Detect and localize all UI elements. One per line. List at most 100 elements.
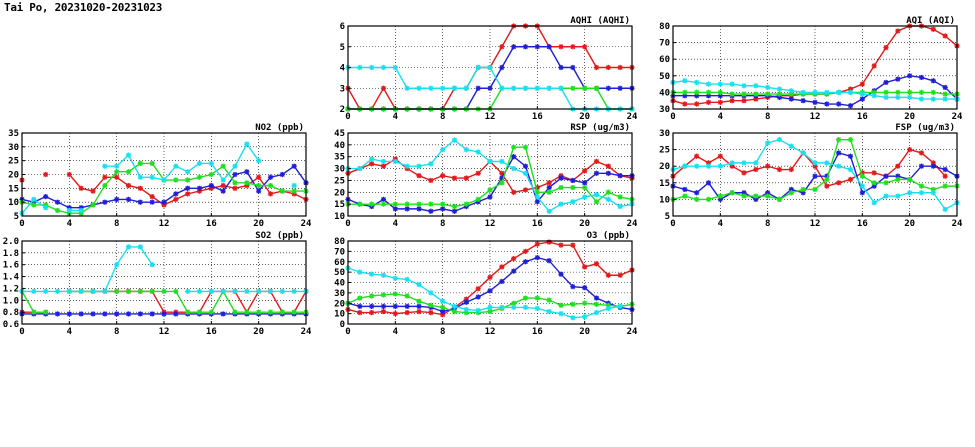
series-line bbox=[104, 142, 260, 182]
y-tick-label: 20 bbox=[659, 162, 670, 172]
data-point bbox=[918, 89, 925, 95]
data-point bbox=[907, 73, 913, 79]
data-point bbox=[776, 86, 783, 92]
data-point bbox=[617, 194, 623, 200]
data-point bbox=[682, 101, 688, 107]
data-point bbox=[694, 89, 700, 95]
x-tick-label: 8 bbox=[440, 112, 445, 122]
data-point bbox=[267, 191, 274, 197]
y-tick-label: 0.8 bbox=[3, 308, 19, 318]
data-point bbox=[729, 160, 735, 166]
data-point bbox=[717, 93, 723, 99]
x-tick-label: 12 bbox=[485, 112, 496, 122]
data-point bbox=[511, 304, 517, 310]
data-point bbox=[930, 89, 936, 95]
data-point bbox=[267, 288, 274, 294]
data-point bbox=[404, 276, 410, 282]
data-point bbox=[883, 94, 889, 100]
data-point bbox=[463, 309, 469, 316]
data-point bbox=[232, 171, 238, 178]
data-point bbox=[871, 93, 877, 99]
data-point bbox=[741, 83, 747, 89]
x-tick-label: 20 bbox=[579, 219, 590, 229]
data-point bbox=[416, 308, 422, 315]
y-tick-label: 0 bbox=[340, 320, 345, 330]
data-point bbox=[279, 171, 285, 178]
data-point bbox=[78, 311, 84, 317]
data-point bbox=[463, 296, 469, 302]
data-point bbox=[883, 89, 889, 95]
data-point bbox=[593, 309, 600, 316]
data-point bbox=[593, 295, 600, 301]
x-tick-label: 20 bbox=[904, 219, 915, 229]
x-tick-label: 12 bbox=[810, 112, 821, 122]
y-tick-label: 4 bbox=[340, 64, 346, 74]
data-point bbox=[605, 189, 611, 195]
data-point bbox=[149, 199, 155, 205]
data-point bbox=[392, 303, 398, 309]
data-point bbox=[173, 191, 179, 197]
data-point bbox=[451, 308, 458, 315]
data-point bbox=[546, 180, 552, 186]
data-point bbox=[232, 185, 238, 191]
y-tick-label: 50 bbox=[659, 72, 670, 82]
data-point bbox=[499, 304, 505, 310]
data-point bbox=[196, 309, 203, 315]
data-point bbox=[694, 163, 700, 169]
data-point bbox=[788, 186, 794, 193]
data-point bbox=[404, 163, 410, 169]
data-point bbox=[930, 160, 936, 166]
data-point bbox=[895, 76, 901, 82]
data-point bbox=[463, 85, 469, 91]
data-point bbox=[357, 269, 363, 275]
data-point bbox=[582, 180, 588, 186]
data-point bbox=[102, 288, 108, 294]
data-point bbox=[729, 163, 735, 169]
data-point bbox=[800, 186, 806, 193]
data-point bbox=[416, 298, 422, 304]
data-point bbox=[31, 196, 37, 202]
data-point bbox=[220, 182, 226, 189]
x-tick-label: 4 bbox=[393, 219, 399, 229]
data-point bbox=[428, 161, 434, 167]
data-point bbox=[137, 185, 143, 191]
data-point bbox=[220, 288, 226, 294]
chart-title: RSP (ug/m3) bbox=[570, 123, 630, 133]
data-point bbox=[487, 304, 493, 310]
data-point bbox=[232, 309, 238, 315]
data-point bbox=[357, 309, 363, 316]
data-point bbox=[102, 311, 108, 317]
data-point bbox=[617, 203, 623, 210]
data-point bbox=[546, 184, 552, 191]
data-point bbox=[244, 180, 250, 186]
data-point bbox=[729, 190, 735, 196]
data-point bbox=[114, 174, 120, 180]
data-point bbox=[800, 89, 806, 95]
data-point bbox=[232, 288, 238, 294]
data-point bbox=[534, 255, 540, 261]
data-point bbox=[149, 262, 155, 268]
data-point bbox=[942, 33, 948, 39]
series-green bbox=[19, 288, 309, 315]
data-point bbox=[220, 177, 226, 183]
data-point bbox=[942, 183, 948, 189]
data-point bbox=[765, 163, 771, 169]
chart-title: NO2 (ppb) bbox=[255, 123, 304, 133]
y-tick-label: 1.8 bbox=[3, 249, 19, 259]
data-point bbox=[570, 177, 576, 184]
data-point bbox=[788, 143, 794, 149]
data-point bbox=[291, 188, 297, 194]
data-point bbox=[173, 177, 179, 183]
data-point bbox=[605, 163, 611, 169]
data-point bbox=[534, 305, 540, 312]
data-point bbox=[451, 137, 458, 143]
data-point bbox=[440, 308, 446, 315]
data-point bbox=[617, 303, 623, 309]
data-point bbox=[428, 201, 434, 207]
x-tick-label: 0 bbox=[670, 112, 675, 122]
data-point bbox=[617, 173, 623, 179]
data-point bbox=[463, 299, 469, 305]
data-point bbox=[511, 154, 517, 160]
data-point bbox=[705, 196, 712, 202]
data-point bbox=[694, 190, 700, 196]
